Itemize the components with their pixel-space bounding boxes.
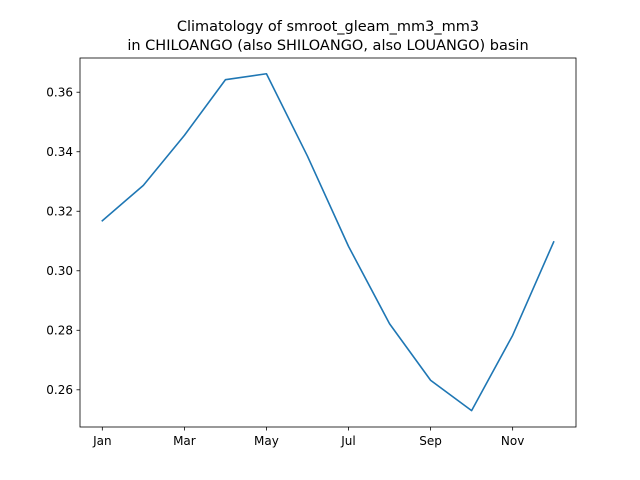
y-tick-label: 0.30 xyxy=(46,264,73,278)
x-tick-label: Mar xyxy=(173,434,196,448)
x-tick-label: Sep xyxy=(419,434,442,448)
x-tick-label: Jan xyxy=(92,434,112,448)
chart-title-line-2: in CHILOANGO (also SHILOANGO, also LOUAN… xyxy=(127,38,528,54)
x-tick-label: Jul xyxy=(340,434,355,448)
axes-frame xyxy=(79,57,577,428)
y-tick-label: 0.32 xyxy=(46,205,73,219)
y-tick-label: 0.28 xyxy=(46,324,73,338)
y-tick-label: 0.34 xyxy=(46,145,73,159)
x-tick-label: May xyxy=(254,434,279,448)
chart-title-line-1: Climatology of smroot_gleam_mm3_mm3 xyxy=(177,19,479,35)
series-line-0 xyxy=(101,72,555,412)
x-tick-label: Nov xyxy=(501,434,524,448)
y-tick-label: 0.26 xyxy=(46,383,73,397)
plot-area: 0.26 0.28 0.30 0.32 0.34 0.36 Jan Mar May Jul Sep N… xyxy=(46,57,577,448)
y-tick-label: 0.36 xyxy=(46,86,73,100)
